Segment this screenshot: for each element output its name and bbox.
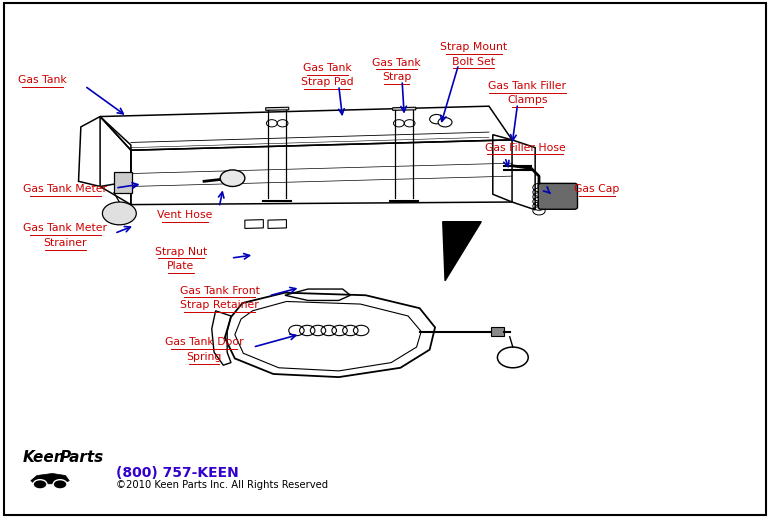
Polygon shape <box>268 220 286 228</box>
Text: ©2010 Keen Parts Inc. All Rights Reserved: ©2010 Keen Parts Inc. All Rights Reserve… <box>116 481 327 491</box>
Text: Parts: Parts <box>60 450 104 465</box>
Text: Gas Tank: Gas Tank <box>372 57 421 68</box>
Text: Gas Tank Filler: Gas Tank Filler <box>488 81 567 91</box>
Text: Keen: Keen <box>23 450 65 465</box>
Text: Gas Filler Hose: Gas Filler Hose <box>485 142 565 153</box>
Circle shape <box>220 170 245 186</box>
Circle shape <box>33 480 47 489</box>
Text: Gas Tank Door: Gas Tank Door <box>165 337 243 348</box>
Text: Plate: Plate <box>167 261 195 271</box>
FancyBboxPatch shape <box>538 183 578 209</box>
Text: Gas Tank: Gas Tank <box>18 75 67 85</box>
Circle shape <box>53 480 67 489</box>
Polygon shape <box>31 473 69 484</box>
Text: Spring: Spring <box>186 352 222 362</box>
Polygon shape <box>491 327 504 336</box>
Text: Bolt Set: Bolt Set <box>452 56 495 67</box>
Text: Strap Retainer: Strap Retainer <box>180 300 259 310</box>
Text: Gas Tank Front: Gas Tank Front <box>179 285 259 296</box>
Polygon shape <box>266 107 289 110</box>
Circle shape <box>102 202 136 225</box>
Polygon shape <box>443 222 481 281</box>
Text: Strainer: Strainer <box>44 238 87 248</box>
Polygon shape <box>114 172 132 193</box>
Text: Vent Hose: Vent Hose <box>157 210 213 220</box>
Text: Clamps: Clamps <box>507 95 547 106</box>
Polygon shape <box>245 220 263 228</box>
Text: Strap Mount: Strap Mount <box>440 42 507 52</box>
Text: Gas Tank Meter: Gas Tank Meter <box>23 223 108 234</box>
Text: Strap: Strap <box>382 72 411 82</box>
Circle shape <box>438 118 452 127</box>
Text: Gas Cap: Gas Cap <box>574 184 619 194</box>
Text: Strap Pad: Strap Pad <box>301 77 353 88</box>
Circle shape <box>430 114 444 124</box>
Text: (800) 757-KEEN: (800) 757-KEEN <box>116 466 238 480</box>
Text: Gas Tank Meter: Gas Tank Meter <box>23 184 108 194</box>
Text: Strap Nut: Strap Nut <box>155 247 207 257</box>
Polygon shape <box>393 107 416 110</box>
Text: Gas Tank: Gas Tank <box>303 63 352 73</box>
